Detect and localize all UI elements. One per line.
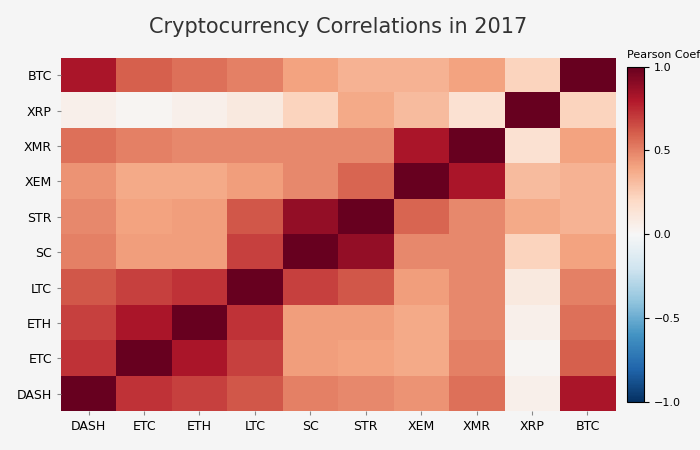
Title: Cryptocurrency Correlations in 2017: Cryptocurrency Correlations in 2017	[149, 17, 527, 36]
Text: Pearson Coefficient: Pearson Coefficient	[627, 50, 700, 60]
